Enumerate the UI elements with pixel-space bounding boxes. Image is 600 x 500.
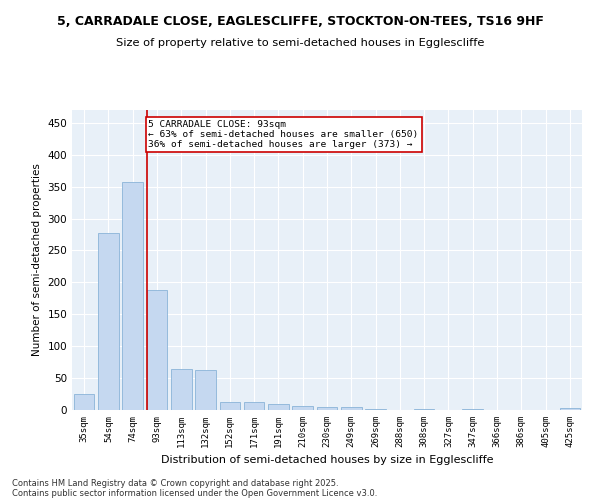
Text: 5, CARRADALE CLOSE, EAGLESCLIFFE, STOCKTON-ON-TEES, TS16 9HF: 5, CARRADALE CLOSE, EAGLESCLIFFE, STOCKT… bbox=[56, 15, 544, 28]
Bar bbox=[317, 407, 337, 410]
Bar bbox=[171, 368, 191, 410]
Bar bbox=[341, 407, 362, 410]
Text: 5 CARRADALE CLOSE: 93sqm
← 63% of semi-detached houses are smaller (650)
36% of : 5 CARRADALE CLOSE: 93sqm ← 63% of semi-d… bbox=[149, 120, 419, 150]
Bar bbox=[146, 290, 167, 410]
X-axis label: Distribution of semi-detached houses by size in Egglescliffe: Distribution of semi-detached houses by … bbox=[161, 456, 493, 466]
Text: Contains public sector information licensed under the Open Government Licence v3: Contains public sector information licen… bbox=[12, 488, 377, 498]
Y-axis label: Number of semi-detached properties: Number of semi-detached properties bbox=[32, 164, 42, 356]
Bar bbox=[292, 406, 313, 410]
Text: Contains HM Land Registry data © Crown copyright and database right 2025.: Contains HM Land Registry data © Crown c… bbox=[12, 478, 338, 488]
Bar bbox=[98, 232, 119, 410]
Bar bbox=[560, 408, 580, 410]
Bar bbox=[122, 182, 143, 410]
Bar bbox=[244, 402, 265, 410]
Bar bbox=[74, 394, 94, 410]
Bar bbox=[268, 404, 289, 410]
Bar bbox=[220, 402, 240, 410]
Bar bbox=[195, 370, 216, 410]
Text: Size of property relative to semi-detached houses in Egglescliffe: Size of property relative to semi-detach… bbox=[116, 38, 484, 48]
